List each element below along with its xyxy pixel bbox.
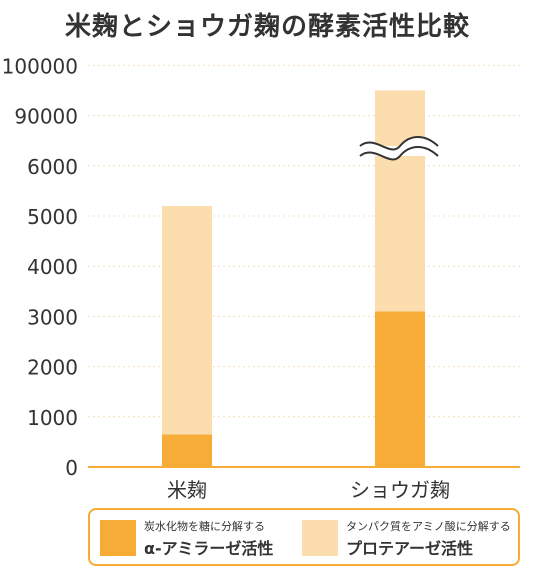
y-tick-label: 6000	[27, 155, 78, 179]
legend-name-amylase: α-アミラーゼ活性	[144, 539, 274, 558]
y-tick-label: 4000	[27, 255, 78, 279]
y-tick-label: 2000	[27, 356, 78, 380]
legend-swatch-amylase	[100, 520, 136, 556]
y-tick-label: 90000	[14, 105, 78, 129]
legend: 炭水化物を糖に分解する α-アミラーゼ活性 タンパク質をアミノ酸に分解する プロ…	[88, 508, 520, 566]
axis-break-line-top	[359, 136, 439, 151]
bar-amylase-0	[162, 434, 212, 467]
y-tick-label: 100000	[2, 54, 78, 78]
bars	[162, 90, 439, 467]
axes: 0 1000 2000 3000 4000 5000 6000 90000 100000 米麹 ショ…	[2, 54, 520, 502]
y-tick-label: 3000	[27, 305, 78, 329]
legend-desc-amylase: 炭水化物を糖に分解する	[144, 520, 265, 533]
y-tick-label: 5000	[27, 205, 78, 229]
x-tick-label: 米麹	[167, 478, 207, 502]
legend-name-protease: プロテアーゼ活性	[346, 539, 474, 558]
y-tick-label: 0	[65, 456, 78, 480]
y-tick-label: 1000	[27, 406, 78, 430]
axis-break-line-bottom	[359, 146, 439, 161]
legend-desc-protease: タンパク質をアミノ酸に分解する	[346, 520, 511, 533]
bar-protease-0	[162, 205, 212, 435]
chart-title: 米麹とショウガ麹の酵素活性比較	[64, 12, 470, 42]
bar-amylase-1	[375, 311, 425, 467]
x-tick-label: ショウガ麹	[350, 478, 450, 502]
axis-break-gap	[360, 146, 438, 156]
bar-protease-1	[375, 90, 425, 312]
legend-swatch-protease	[302, 520, 338, 556]
grid-lines	[88, 64, 520, 418]
